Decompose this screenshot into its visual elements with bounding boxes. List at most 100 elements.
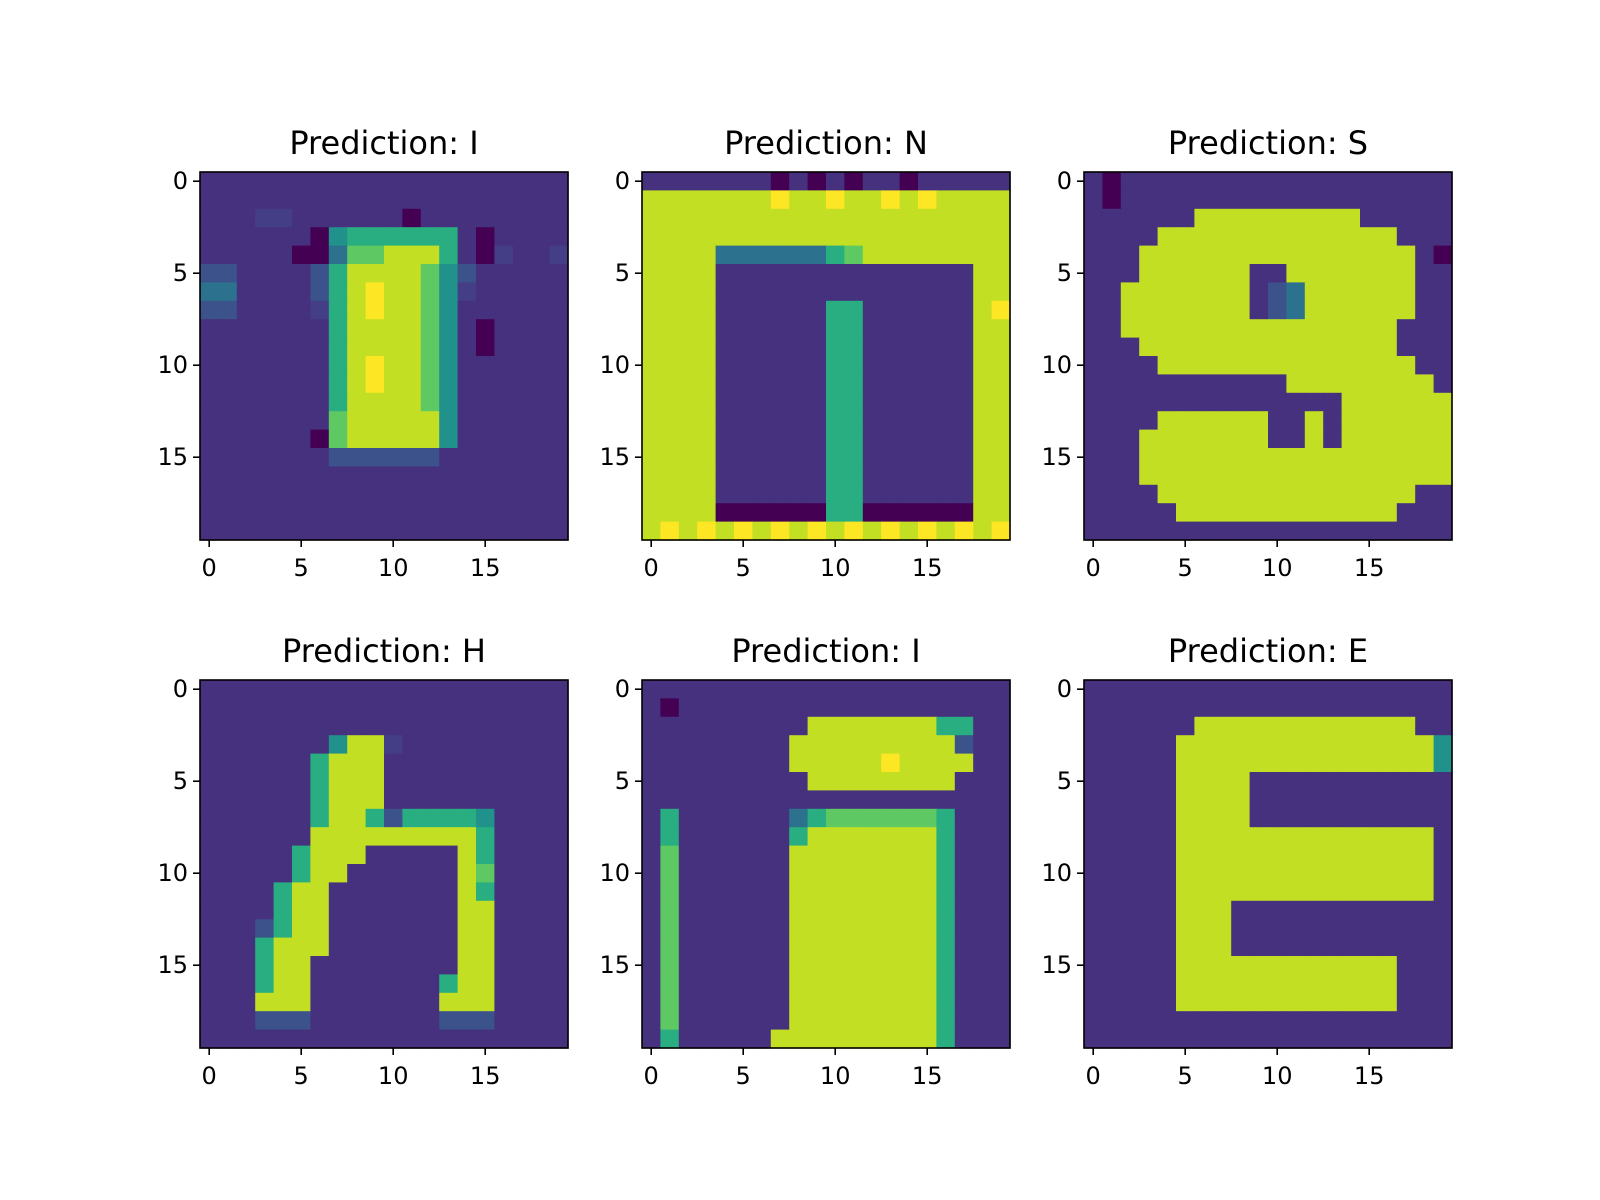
heatmap-cell xyxy=(310,808,330,828)
heatmap-cell xyxy=(734,227,753,247)
heatmap-cell xyxy=(1360,1011,1379,1031)
heatmap-cell xyxy=(752,448,772,467)
heatmap-cell xyxy=(328,827,348,847)
heatmap-cell xyxy=(1396,992,1416,1012)
y-tick-label: 5 xyxy=(615,767,630,795)
heatmap-cell xyxy=(273,827,293,847)
heatmap-cell xyxy=(292,882,311,902)
heatmap-cell xyxy=(328,448,348,467)
heatmap-cell xyxy=(881,374,901,394)
heatmap-cell xyxy=(347,956,367,975)
heatmap-cell xyxy=(973,484,993,504)
heatmap-cell xyxy=(1194,264,1214,283)
heatmap-cell xyxy=(255,227,275,247)
heatmap-cell xyxy=(1323,245,1343,265)
heatmap-cell xyxy=(365,680,385,699)
heatmap-cell xyxy=(1341,245,1361,265)
heatmap-cell xyxy=(715,208,735,228)
heatmap-cell xyxy=(660,190,680,210)
heatmap-cell xyxy=(697,882,717,902)
heatmap-cells xyxy=(642,680,1011,1049)
heatmap-cell xyxy=(936,1029,956,1049)
heatmap-cell xyxy=(954,484,974,504)
heatmap-cell xyxy=(826,864,845,883)
heatmap-cell xyxy=(752,264,772,283)
heatmap-cell xyxy=(1433,698,1453,718)
heatmap-cell xyxy=(328,282,348,302)
heatmap-cell xyxy=(512,808,532,828)
heatmap-cell xyxy=(881,208,901,228)
heatmap-cell xyxy=(678,208,698,228)
heatmap-cell xyxy=(439,484,459,504)
heatmap-cell xyxy=(642,282,661,302)
heatmap-cell xyxy=(273,264,293,283)
heatmap-cell xyxy=(642,374,661,394)
heatmap-cell xyxy=(715,356,735,375)
heatmap-cell xyxy=(642,190,661,210)
heatmap-cell xyxy=(826,264,845,283)
heatmap-cell xyxy=(1139,919,1159,939)
heatmap-cell xyxy=(1139,448,1159,467)
heatmap-cell xyxy=(1231,698,1251,718)
heatmap-cell xyxy=(954,282,974,302)
heatmap-cell xyxy=(899,716,919,736)
heatmap-cell xyxy=(1249,680,1269,699)
heatmap-cell xyxy=(292,1029,311,1049)
heatmap-cell xyxy=(954,448,974,467)
heatmap-cell xyxy=(273,992,293,1012)
heatmap-cell xyxy=(402,1029,422,1049)
heatmap-cell xyxy=(1120,753,1140,773)
heatmap-cell xyxy=(1120,882,1140,902)
heatmap-cell xyxy=(1212,772,1232,791)
heatmap-cell xyxy=(1212,245,1232,265)
heatmap-cell xyxy=(936,337,956,357)
heatmap-cell xyxy=(1212,227,1232,247)
heatmap-cell xyxy=(512,827,532,847)
heatmap-cell xyxy=(200,772,219,791)
heatmap-cell xyxy=(752,374,772,394)
heatmap-cell xyxy=(494,337,514,357)
heatmap-cell xyxy=(642,882,661,902)
heatmap-cell xyxy=(1323,282,1343,302)
heatmap-cell xyxy=(844,772,864,791)
heatmap-cell xyxy=(734,356,753,375)
heatmap-cell xyxy=(531,300,551,320)
heatmap-cell xyxy=(1084,882,1103,902)
heatmap-cell xyxy=(1341,356,1361,375)
heatmap-cell xyxy=(255,808,275,828)
x-tick-label: 0 xyxy=(1086,1062,1101,1090)
heatmap-cell xyxy=(549,300,569,320)
heatmap-cell xyxy=(1157,245,1177,265)
heatmap-cell xyxy=(1433,753,1453,773)
heatmap-cell xyxy=(1378,753,1398,773)
heatmap-cell xyxy=(1139,411,1159,431)
heatmap-cell xyxy=(1139,864,1159,883)
heatmap-cell xyxy=(1433,208,1453,228)
heatmap-cell xyxy=(862,900,882,920)
heatmap-cell xyxy=(439,282,459,302)
heatmap-cell xyxy=(200,172,219,191)
heatmap-cell xyxy=(531,900,551,920)
heatmap-cell xyxy=(420,411,440,431)
heatmap-cell xyxy=(512,282,532,302)
heatmap-cell xyxy=(1249,864,1269,883)
heatmap-cell xyxy=(807,264,827,283)
heatmap-cell xyxy=(310,790,330,810)
heatmap-cell xyxy=(1157,919,1177,939)
heatmap-cell xyxy=(770,448,790,467)
heatmap-cell xyxy=(1433,956,1453,975)
heatmap-cell xyxy=(862,974,882,994)
heatmap-cell xyxy=(807,208,827,228)
heatmap-cell xyxy=(328,1011,348,1031)
heatmap-cell xyxy=(236,900,256,920)
y-tick-label: 5 xyxy=(615,259,630,287)
heatmap-cell xyxy=(402,337,422,357)
heatmap-cell xyxy=(273,374,293,394)
y-tick-label: 5 xyxy=(1057,259,1072,287)
heatmap-cell xyxy=(770,208,790,228)
heatmap-cell xyxy=(1286,845,1306,865)
heatmap-cell xyxy=(697,392,717,412)
heatmap-cell xyxy=(973,356,993,375)
heatmap-cell xyxy=(1102,864,1122,883)
heatmap-cell xyxy=(292,466,311,486)
